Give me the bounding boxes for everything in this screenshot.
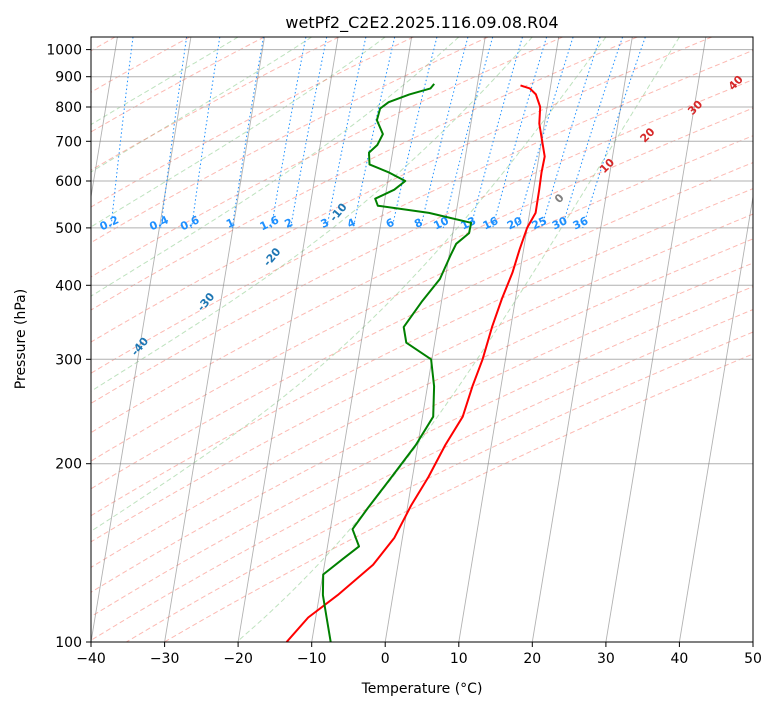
mixing-ratio-line (442, 37, 494, 229)
dry-adiabat-line (91, 37, 265, 133)
mixing-ratio-label: 13 (459, 214, 478, 232)
x-axis-label: Temperature (°C) (361, 681, 483, 697)
mixing-ratio-line (160, 37, 188, 228)
x-tick-label: 0 (381, 651, 390, 667)
x-tick-label: −10 (297, 651, 327, 667)
dry-adiabats (91, 37, 753, 642)
mixing-ratio-line (420, 37, 469, 229)
moist-adiabat-line (91, 37, 239, 126)
isotherm-line (164, 37, 265, 642)
isotherm-line (91, 37, 192, 642)
x-tick-label: −30 (150, 651, 180, 667)
isotherm-line (605, 37, 707, 642)
chart-title: wetPf2_C2E2.2025.116.09.08.R04 (285, 13, 558, 33)
mixing-ratio-lines (110, 37, 646, 229)
mixing-ratio-label: 30 (550, 214, 570, 232)
y-axis: 100 200 300 400 500 600 700 800 900 1000 (46, 43, 91, 651)
isotherm-line (237, 37, 339, 642)
dry-adiabat-line (91, 107, 753, 434)
mixing-ratio-line (492, 37, 548, 229)
mixing-ratio-line (352, 37, 396, 229)
mixing-ratio-label: 20 (505, 214, 525, 232)
isotherms (91, 37, 753, 642)
pressure-gridlines (91, 49, 753, 642)
x-tick-label: 20 (523, 651, 541, 667)
mixing-ratio-line (561, 37, 624, 229)
dry-adiabat-line (91, 135, 753, 462)
x-tick-label: −20 (223, 651, 253, 667)
sounding-series (285, 83, 546, 642)
x-axis: −40 −30 −20 −10 0 10 20 30 40 50 (76, 642, 762, 667)
y-tick-label: 600 (55, 174, 82, 190)
dry-adiabat-line (91, 213, 753, 543)
y-tick-label: 100 (55, 635, 82, 651)
isotherm-line (91, 37, 118, 200)
y-tick-label: 400 (55, 278, 82, 294)
mixing-ratio-line (582, 37, 646, 229)
moist-adiabat-line (91, 37, 533, 392)
dry-adiabat-line (91, 286, 753, 618)
dry-adiabat-line (91, 37, 563, 278)
mixing-ratio-line (191, 37, 221, 228)
mixing-ratio-line (110, 37, 134, 228)
x-tick-label: −40 (76, 651, 106, 667)
y-tick-label: 700 (55, 134, 82, 150)
moist-adiabat-line (91, 37, 607, 532)
dry-adiabat-line (91, 37, 712, 343)
dry-adiabat-line (91, 238, 753, 568)
mixing-ratio-line (326, 37, 367, 228)
mixing-ratio-line (391, 37, 438, 229)
mixing-ratio-label: 36 (571, 214, 591, 232)
x-tick-label: 10 (450, 651, 468, 667)
dry-adiabat-line (91, 37, 340, 171)
y-tick-label: 200 (55, 457, 82, 473)
y-tick-label: 500 (55, 221, 82, 237)
mixing-ratio-line (516, 37, 574, 229)
y-tick-label: 1000 (46, 43, 82, 59)
x-tick-label: 40 (670, 651, 688, 667)
mixing-ratio-line (290, 37, 328, 228)
dry-adiabat-line (91, 262, 753, 593)
isotherm-line (384, 37, 486, 642)
x-tick-label: 50 (744, 651, 762, 667)
dry-adiabat-line (91, 37, 489, 244)
isotherm-line (678, 193, 753, 642)
dry-adiabat-line (91, 49, 753, 374)
dry-adiabat-line (91, 188, 753, 517)
y-tick-label: 900 (55, 70, 82, 86)
mixing-ratio-line (470, 37, 523, 229)
mixing-ratio-label: 10 (432, 214, 452, 232)
isotherm-line (531, 37, 633, 642)
mixing-ratio-label: 25 (530, 214, 549, 232)
plot-frame (90, 36, 754, 643)
y-axis-label: Pressure (hPa) (13, 289, 29, 389)
sounding-line (285, 84, 546, 642)
dry-adiabat-line (91, 37, 638, 311)
x-tick-label: 30 (597, 651, 615, 667)
y-tick-label: 800 (55, 100, 82, 116)
mixing-ratio-label: 16 (481, 214, 501, 232)
sounding-line (321, 83, 473, 642)
dry-adiabat-line (91, 79, 753, 404)
y-tick-label: 300 (55, 352, 82, 368)
isotherm-line (311, 37, 413, 642)
mixing-ratio-line (541, 37, 601, 229)
